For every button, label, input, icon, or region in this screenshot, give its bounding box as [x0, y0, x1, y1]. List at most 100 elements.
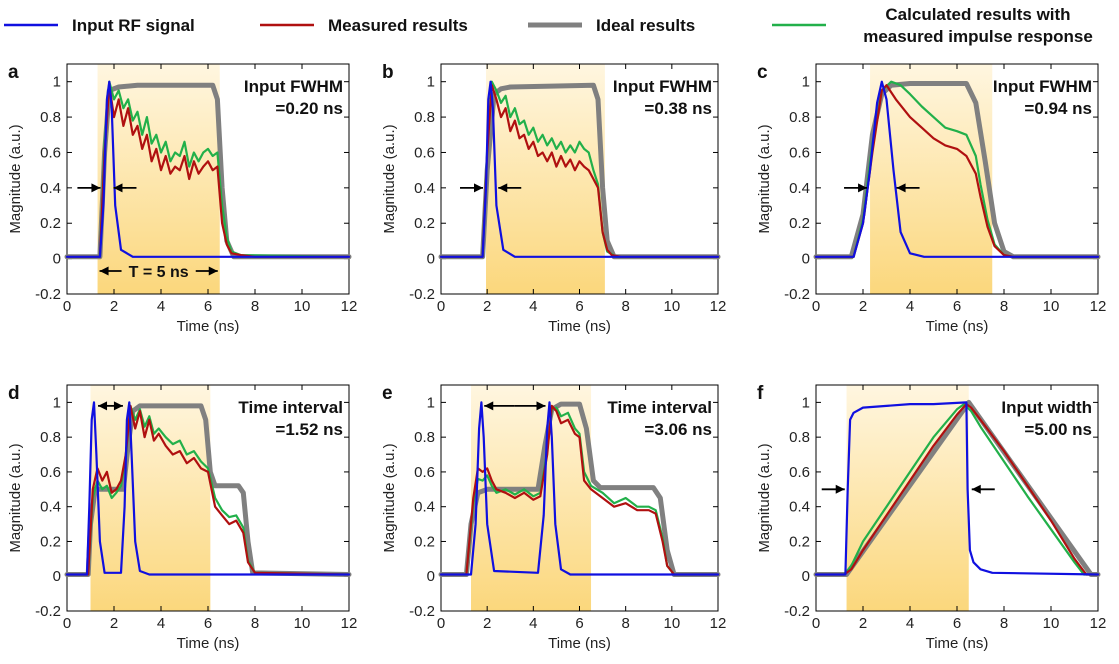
x-tick-label: 2: [483, 298, 491, 315]
x-tick-label: 8: [251, 298, 259, 315]
x-tick-label: 4: [157, 615, 165, 632]
legend-item-ideal: Ideal results: [528, 16, 695, 35]
series-line-calculated: [65, 80, 351, 258]
y-tick-label: 0.8: [789, 429, 810, 446]
y-tick-label: 0: [427, 251, 435, 268]
y-axis-label: Magnitude (a.u.): [7, 124, 24, 233]
y-tick-label: -0.2: [409, 286, 435, 303]
x-tick-label: 6: [953, 615, 961, 632]
series-line-measured: [65, 404, 351, 576]
y-tick-label: 0: [802, 251, 810, 268]
y-tick-label: 0.2: [789, 533, 810, 550]
y-tick-label: 0.4: [414, 499, 435, 516]
interval-arrow-right-head: [536, 401, 546, 411]
y-tick-label: -0.2: [409, 603, 435, 620]
y-tick-label: 1: [802, 394, 810, 411]
panel-letter: a: [8, 62, 19, 83]
y-tick-label: 0.6: [414, 464, 435, 481]
x-tick-label: 8: [621, 615, 629, 632]
x-tick-label: 2: [483, 615, 491, 632]
series-line-input: [65, 80, 351, 258]
x-tick-label: 12: [710, 298, 727, 315]
x-tick-label: 10: [1043, 615, 1060, 632]
arrow-left-head: [91, 183, 101, 193]
arrow-right-head: [971, 484, 981, 494]
series-line-calculated: [439, 406, 720, 576]
series-line-input: [439, 80, 720, 258]
y-tick-label: 0.4: [40, 180, 61, 197]
y-tick-label: 1: [427, 394, 435, 411]
x-tick-label: 8: [621, 298, 629, 315]
x-axis-label: Time (ns): [926, 318, 989, 335]
annotation-value: =3.06 ns: [644, 420, 712, 439]
arrow-right-head: [113, 183, 123, 193]
y-tick-label: 0.4: [789, 499, 810, 516]
x-tick-label: 2: [110, 615, 118, 632]
x-tick-label: 10: [663, 298, 680, 315]
series-line-measured: [439, 404, 720, 576]
x-axis-label: Time (ns): [548, 318, 611, 335]
time-window-shade: [870, 64, 993, 294]
x-tick-label: 4: [529, 615, 537, 632]
period-label: T = 5 ns: [129, 264, 189, 281]
x-tick-label: 0: [812, 615, 820, 632]
y-tick-label: 1: [53, 74, 61, 91]
annotation-value: =0.38 ns: [644, 99, 712, 118]
legend-item-input: Input RF signal: [4, 16, 195, 35]
legend-item-measured: Measured results: [260, 16, 468, 35]
x-tick-label: 4: [157, 298, 165, 315]
y-tick-label: 0.6: [789, 464, 810, 481]
series-line-calculated: [814, 403, 1100, 576]
annotation-value: =0.94 ns: [1024, 99, 1092, 118]
interval-arrow-left-head: [98, 401, 108, 411]
y-tick-label: 0.8: [414, 429, 435, 446]
y-tick-label: 0: [427, 568, 435, 585]
x-tick-label: 8: [1000, 298, 1008, 315]
x-tick-label: 10: [663, 615, 680, 632]
y-axis-label: Magnitude (a.u.): [381, 124, 398, 233]
x-tick-label: 0: [437, 298, 445, 315]
x-tick-label: 0: [63, 615, 71, 632]
y-tick-label: 0.2: [40, 533, 61, 550]
y-tick-label: 0.6: [789, 144, 810, 161]
annotation-title: Input FWHM: [993, 77, 1092, 96]
y-tick-label: 0.8: [414, 109, 435, 126]
legend-label-calculated-line2: measured impulse response: [863, 27, 1093, 46]
interval-arrow-left-head: [484, 401, 494, 411]
x-tick-label: 4: [906, 298, 914, 315]
y-tick-label: -0.2: [35, 603, 61, 620]
y-tick-label: 0.8: [40, 109, 61, 126]
x-tick-label: 8: [251, 615, 259, 632]
series-line-measured: [65, 84, 351, 258]
x-tick-label: 10: [1043, 298, 1060, 315]
annotation-value: =1.52 ns: [275, 420, 343, 439]
x-tick-label: 4: [529, 298, 537, 315]
annotation-title: Input FWHM: [613, 77, 712, 96]
series-line-input: [814, 401, 1100, 576]
period-arrow-left-head: [99, 266, 109, 276]
x-tick-label: 6: [575, 298, 583, 315]
y-tick-label: 0.2: [40, 215, 61, 232]
y-tick-label: 1: [802, 74, 810, 91]
y-tick-label: 0: [802, 568, 810, 585]
panel-letter: d: [8, 383, 20, 404]
y-tick-label: 0.4: [789, 180, 810, 197]
x-tick-label: 0: [437, 615, 445, 632]
x-axis-label: Time (ns): [926, 635, 989, 652]
x-tick-label: 6: [575, 615, 583, 632]
y-tick-label: -0.2: [784, 286, 810, 303]
series-line-input: [439, 401, 720, 576]
y-tick-label: 0.8: [40, 429, 61, 446]
y-tick-label: 0.6: [40, 464, 61, 481]
legend-item-calculated: Calculated results with measured impulse…: [772, 5, 1093, 46]
y-tick-label: 0.2: [414, 533, 435, 550]
time-window-shade: [486, 64, 605, 294]
legend-label-measured: Measured results: [328, 16, 468, 35]
y-axis-label: Magnitude (a.u.): [756, 443, 773, 552]
x-tick-label: 6: [953, 298, 961, 315]
panel-letter: b: [382, 62, 394, 83]
x-tick-label: 12: [341, 615, 358, 632]
